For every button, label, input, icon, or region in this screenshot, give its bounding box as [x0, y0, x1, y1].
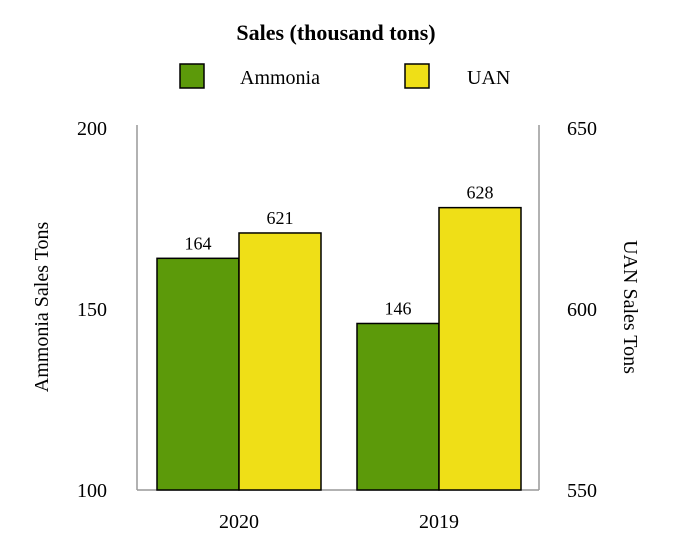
right-tick-label: 650: [567, 118, 597, 140]
legend-swatch-uan: [404, 63, 430, 89]
left-axis-ticks: 100 150 200: [77, 118, 107, 502]
bar-ammonia-2020: [156, 257, 240, 491]
right-axis-ticks: 550 600 650: [567, 118, 597, 502]
data-label-ammonia-2020: 164: [185, 233, 212, 253]
data-label-uan-2019: 628: [467, 183, 494, 203]
bar-ammonia-2019: [356, 322, 440, 491]
legend-label-ammonia: Ammonia: [240, 67, 320, 89]
category-label-2019: 2019: [419, 511, 459, 533]
category-label-2020: 2020: [219, 511, 259, 533]
bars: 164 621 146 628: [156, 183, 522, 491]
left-tick-label: 100: [77, 480, 107, 502]
right-axis-label: UAN Sales Tons: [619, 240, 641, 374]
data-label-uan-2020: 621: [267, 208, 294, 228]
right-tick-label: 600: [567, 299, 597, 321]
data-label-ammonia-2019: 146: [385, 298, 412, 318]
left-axis-label: Ammonia Sales Tons: [31, 222, 53, 393]
category-labels: 2020 2019: [219, 511, 459, 533]
bar-uan-2019: [438, 206, 522, 491]
legend-swatch-ammonia: [179, 63, 205, 89]
legend-label-uan: UAN: [467, 67, 510, 89]
left-tick-label: 150: [77, 299, 107, 321]
legend: Ammonia UAN: [179, 63, 510, 89]
chart-title: Sales (thousand tons): [236, 20, 435, 45]
right-tick-label: 550: [567, 480, 597, 502]
left-tick-label: 200: [77, 118, 107, 140]
bar-uan-2020: [238, 232, 322, 491]
